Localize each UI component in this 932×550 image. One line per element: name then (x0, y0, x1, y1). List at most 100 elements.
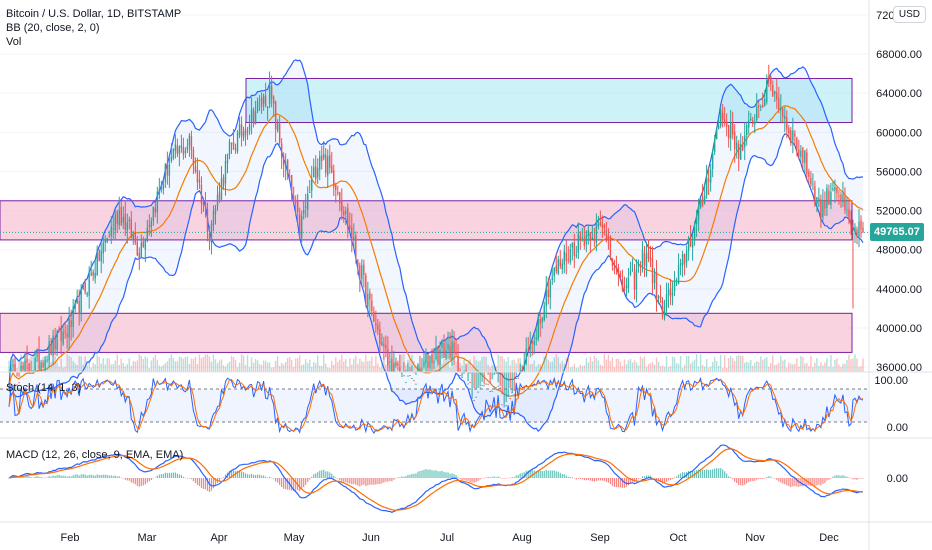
macd-histogram-bar (710, 469, 712, 478)
macd-histogram-bar (641, 476, 644, 478)
volume-bar (733, 361, 736, 372)
candle (539, 318, 541, 324)
volume-bar (304, 358, 307, 372)
macd-histogram-bar (281, 478, 283, 488)
candle (427, 353, 429, 368)
volume-bar (856, 358, 858, 372)
volume-indicator-label[interactable]: Vol (6, 36, 22, 48)
macd-histogram-bar (561, 474, 563, 478)
candle (567, 259, 570, 261)
candle (355, 235, 357, 258)
volume-bar (790, 363, 792, 372)
macd-histogram-bar (190, 478, 193, 480)
candle (164, 164, 167, 182)
candle (738, 143, 740, 159)
volume-bar (505, 361, 507, 372)
macd-histogram-bar (439, 471, 441, 478)
macd-histogram-bar (535, 471, 537, 478)
macd-histogram-bar (826, 478, 828, 481)
candle (274, 101, 277, 130)
macd-histogram-bar (449, 473, 451, 478)
candle (804, 150, 806, 163)
candle (633, 271, 636, 290)
volume-bar (647, 364, 650, 372)
macd-histogram-bar (760, 478, 762, 479)
candle (437, 346, 439, 364)
volume-bar (609, 361, 612, 372)
macd-histogram-bar (780, 478, 782, 483)
volume-bar (194, 356, 197, 372)
macd-histogram-bar (814, 478, 816, 487)
volume-bar (786, 367, 788, 372)
stoch-indicator-label[interactable]: Stoch (14, 1, 3) (6, 382, 82, 394)
candle (345, 210, 347, 214)
candle (405, 381, 407, 383)
macd-indicator-label[interactable]: MACD (12, 26, close, 9, EMA, EMA) (6, 449, 184, 461)
volume-bar (597, 360, 600, 372)
volume-bar (323, 354, 325, 372)
macd-histogram-bar (256, 474, 259, 478)
macd-histogram-bar (441, 470, 443, 478)
candle (216, 194, 219, 207)
candle (266, 106, 269, 109)
volume-bar (367, 361, 369, 372)
macd-histogram-bar (232, 470, 235, 478)
candle (74, 302, 76, 310)
candle (441, 342, 443, 348)
candle (309, 192, 311, 194)
macd-histogram-bar (483, 478, 485, 479)
volume-bar (60, 358, 62, 372)
volume-bar (800, 355, 802, 372)
macd-histogram-bar (144, 478, 146, 485)
candle (94, 272, 96, 279)
volume-bar (186, 356, 189, 372)
volume-bar (792, 364, 794, 372)
candle (790, 130, 792, 144)
macd-histogram-bar (88, 474, 90, 478)
candle (238, 124, 241, 135)
volume-bar (212, 354, 215, 372)
volume-bar (489, 367, 491, 372)
volume-bar (435, 356, 437, 372)
candle (204, 203, 207, 208)
volume-bar (248, 366, 251, 372)
macd-histogram-bar (76, 474, 78, 478)
volume-bar (543, 356, 545, 372)
macd-histogram-bar (391, 478, 393, 482)
volume-bar (441, 363, 443, 372)
volume-bar (50, 361, 52, 372)
candle (367, 294, 369, 307)
candle (649, 257, 652, 261)
volume-bar (242, 355, 245, 372)
symbol-title[interactable]: Bitcoin / U.S. Dollar, 1D, BITSTAMP (6, 8, 182, 20)
macd-histogram-bar (252, 474, 255, 478)
candle (647, 251, 650, 259)
currency-button[interactable]: USD (892, 6, 926, 23)
macd-histogram-bar (32, 477, 34, 478)
volume-bar (689, 363, 692, 372)
bb-indicator-label[interactable]: BB (20, close, 2, 0) (6, 22, 100, 34)
candle (162, 184, 165, 190)
candle (746, 125, 748, 136)
macd-histogram-bar (146, 478, 148, 483)
candle (160, 187, 163, 189)
volume-bar (752, 365, 754, 372)
candle (575, 254, 578, 256)
volume-bar (788, 362, 790, 372)
volume-bar (120, 358, 122, 372)
volume-bar (822, 365, 824, 372)
volume-bar (16, 367, 18, 372)
volume-bar (447, 358, 449, 372)
volume-bar (838, 364, 840, 372)
volume-bar (621, 366, 624, 372)
volume-bar (172, 358, 175, 372)
volume-bar (637, 365, 640, 372)
macd-histogram-bar (315, 473, 317, 478)
candle (411, 378, 413, 380)
volume-bar (385, 364, 387, 372)
volume-bar (555, 354, 557, 372)
macd-histogram-bar (220, 478, 223, 479)
candle (28, 363, 30, 372)
